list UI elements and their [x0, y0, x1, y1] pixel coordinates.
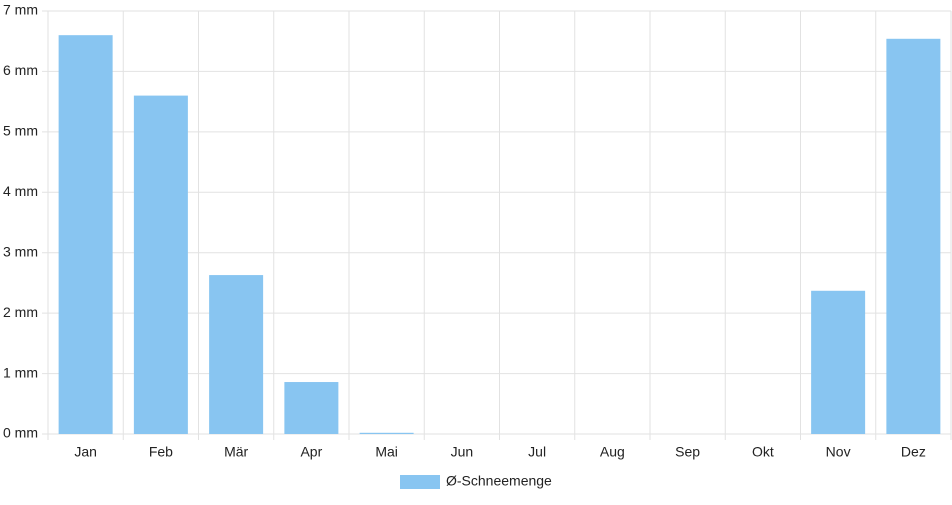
- bar: [359, 432, 414, 434]
- x-tick-label: Sep: [675, 444, 700, 460]
- x-tick-label: Jun: [451, 444, 474, 460]
- x-tick-label: Jan: [74, 444, 97, 460]
- y-tick-label: 4 mm: [3, 183, 38, 199]
- bar: [886, 38, 941, 434]
- bar: [209, 275, 264, 434]
- x-tick-label: Okt: [752, 444, 774, 460]
- y-tick-label: 3 mm: [3, 243, 38, 259]
- y-tick-label: 7 mm: [3, 2, 38, 18]
- y-tick-label: 0 mm: [3, 425, 38, 441]
- x-tick-label: Mai: [375, 444, 398, 460]
- bar: [811, 290, 866, 434]
- legend-swatch: [400, 475, 440, 489]
- x-tick-label: Feb: [149, 444, 173, 460]
- x-tick-label: Aug: [600, 444, 625, 460]
- legend-label: Ø-Schneemenge: [446, 473, 552, 489]
- y-tick-label: 6 mm: [3, 62, 38, 78]
- x-tick-label: Mär: [224, 444, 248, 460]
- x-tick-label: Dez: [901, 444, 926, 460]
- y-tick-label: 2 mm: [3, 304, 38, 320]
- bar: [58, 35, 113, 435]
- bar: [133, 95, 188, 434]
- x-tick-label: Nov: [826, 444, 851, 460]
- bar: [284, 382, 339, 434]
- y-tick-label: 1 mm: [3, 364, 38, 380]
- y-tick-label: 5 mm: [3, 123, 38, 139]
- x-tick-label: Apr: [300, 444, 322, 460]
- x-tick-label: Jul: [528, 444, 546, 460]
